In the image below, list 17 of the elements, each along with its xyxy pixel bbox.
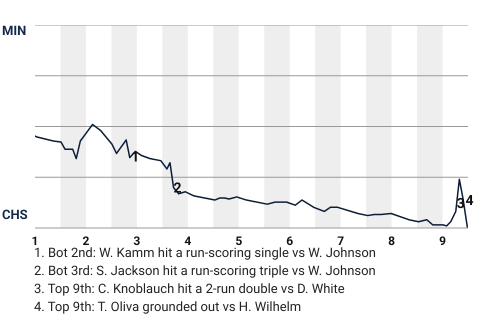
text: CHS bbox=[2, 208, 28, 223]
text: 3. Top 9th: C. Knoblauch hit a 2-run double vs D. White bbox=[34, 281, 346, 299]
x-tick-label: 2 bbox=[82, 234, 90, 248]
text: 1. Bot 2nd: W. Kamm hit a run-scoring single vs W. Johnson bbox=[34, 246, 376, 263]
x-tick-label: 9 bbox=[439, 234, 446, 248]
x-tick-label: 1 bbox=[32, 234, 38, 248]
text: 2. Bot 3rd: S. Jackson hit a run-scoring triple vs W. Johnson bbox=[34, 263, 376, 281]
x-tick-label: 3 bbox=[133, 234, 140, 248]
x-tick-label: 8 bbox=[388, 234, 396, 248]
x-tick-label: 5 bbox=[235, 234, 242, 248]
x-tick-label: 7 bbox=[337, 234, 344, 248]
text: 4. Top 9th: T. Oliva grounded out vs H. Wilhelm bbox=[34, 299, 302, 317]
annotation: 1 bbox=[131, 150, 140, 166]
x-tick-label: 6 bbox=[286, 234, 294, 248]
x-tick-label: 4 bbox=[184, 234, 192, 248]
text: MIN bbox=[2, 24, 26, 39]
annotation: 4 bbox=[465, 193, 474, 210]
